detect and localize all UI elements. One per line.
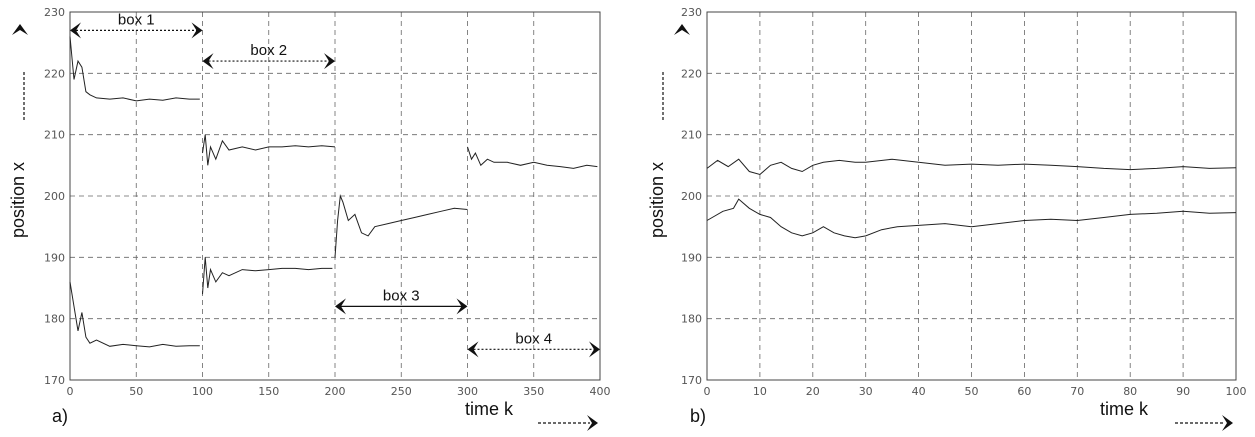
x-axis-arrow-icon — [587, 415, 598, 431]
panel-b: 0 10 20 30 40 50 60 70 80 90 100 170 180 190 200 210 220… — [647, 6, 1247, 431]
x-tick-label: 200 — [325, 385, 346, 398]
y-axis-label: position x — [647, 162, 667, 238]
y-tick-label: 180 — [44, 313, 65, 326]
x-tick-label: 90 — [1176, 385, 1190, 398]
y-tick-label: 170 — [681, 374, 702, 387]
panel-label: b) — [690, 406, 706, 426]
x-tick-label: 300 — [457, 385, 478, 398]
annotation-arrow-left-icon — [335, 298, 346, 315]
y-tick-label: 220 — [44, 67, 65, 80]
x-tick-label: 60 — [1017, 385, 1031, 398]
x-tick-label: 50 — [965, 385, 979, 398]
annotation-arrow-right-icon — [324, 53, 335, 70]
y-axis-arrow-icon — [674, 24, 690, 35]
x-tick-label: 100 — [192, 385, 213, 398]
x-tick-label: 0 — [67, 385, 74, 398]
series-line-2 — [202, 257, 333, 295]
y-axis-label: position x — [8, 162, 28, 238]
x-tick-label: 40 — [912, 385, 926, 398]
y-tick-label: 200 — [44, 190, 65, 203]
x-tick-label: 20 — [806, 385, 820, 398]
panel-label: a) — [52, 406, 68, 426]
y-tick-label: 220 — [681, 67, 702, 80]
annotation-arrow-right-icon — [456, 298, 468, 315]
plot-frame — [706, 11, 1237, 381]
x-tick-label: 400 — [590, 385, 611, 398]
y-tick-label: 230 — [681, 6, 702, 19]
series-line-1 — [202, 134, 336, 166]
series-line-2 — [334, 194, 468, 258]
annotation-label: box 4 — [515, 330, 552, 347]
y-tick-label: 180 — [681, 313, 702, 326]
y-tick-label: 210 — [44, 129, 65, 142]
series-line-1 — [69, 36, 200, 102]
y-tick-label: 190 — [681, 251, 702, 264]
annotation-arrow-left-icon — [70, 22, 81, 39]
x-tick-label: 0 — [704, 385, 711, 398]
x-axis-label: time k — [1100, 399, 1149, 419]
x-tick-label: 80 — [1123, 385, 1137, 398]
x-tick-label: 30 — [859, 385, 873, 398]
y-axis-arrow-icon — [12, 24, 28, 35]
x-tick-label: 100 — [1226, 385, 1247, 398]
annotation-label: box 3 — [383, 287, 420, 304]
annotation-arrow-left-icon — [202, 53, 214, 70]
x-tick-label: 150 — [258, 385, 279, 398]
annotation-label: box 1 — [118, 11, 155, 28]
x-axis-label: time k — [465, 399, 514, 419]
panel-a: 0 50 100 150 200 250 300 350 400 170 180 190 200 210 2… — [8, 6, 611, 431]
x-axis-arrow-icon — [1222, 415, 1233, 431]
plot-frame — [69, 11, 601, 381]
series-line-2 — [706, 198, 1237, 239]
annotation-arrow-right-icon — [191, 22, 203, 39]
annotation-arrow-right-icon — [589, 341, 600, 358]
annotation-label: box 2 — [250, 42, 287, 59]
x-tick-label: 350 — [523, 385, 544, 398]
x-tick-label: 50 — [129, 385, 143, 398]
y-tick-label: 190 — [44, 251, 65, 264]
series-line-1 — [467, 146, 598, 169]
y-tick-label: 170 — [44, 374, 65, 387]
x-tick-label: 70 — [1070, 385, 1084, 398]
y-tick-label: 210 — [681, 129, 702, 142]
series-line-1 — [706, 158, 1237, 176]
x-tick-label: 250 — [391, 385, 412, 398]
y-tick-label: 230 — [44, 6, 65, 19]
annotation-arrow-left-icon — [467, 341, 479, 358]
series-line-2 — [69, 281, 200, 348]
x-tick-label: 10 — [753, 385, 767, 398]
y-tick-label: 200 — [681, 190, 702, 203]
